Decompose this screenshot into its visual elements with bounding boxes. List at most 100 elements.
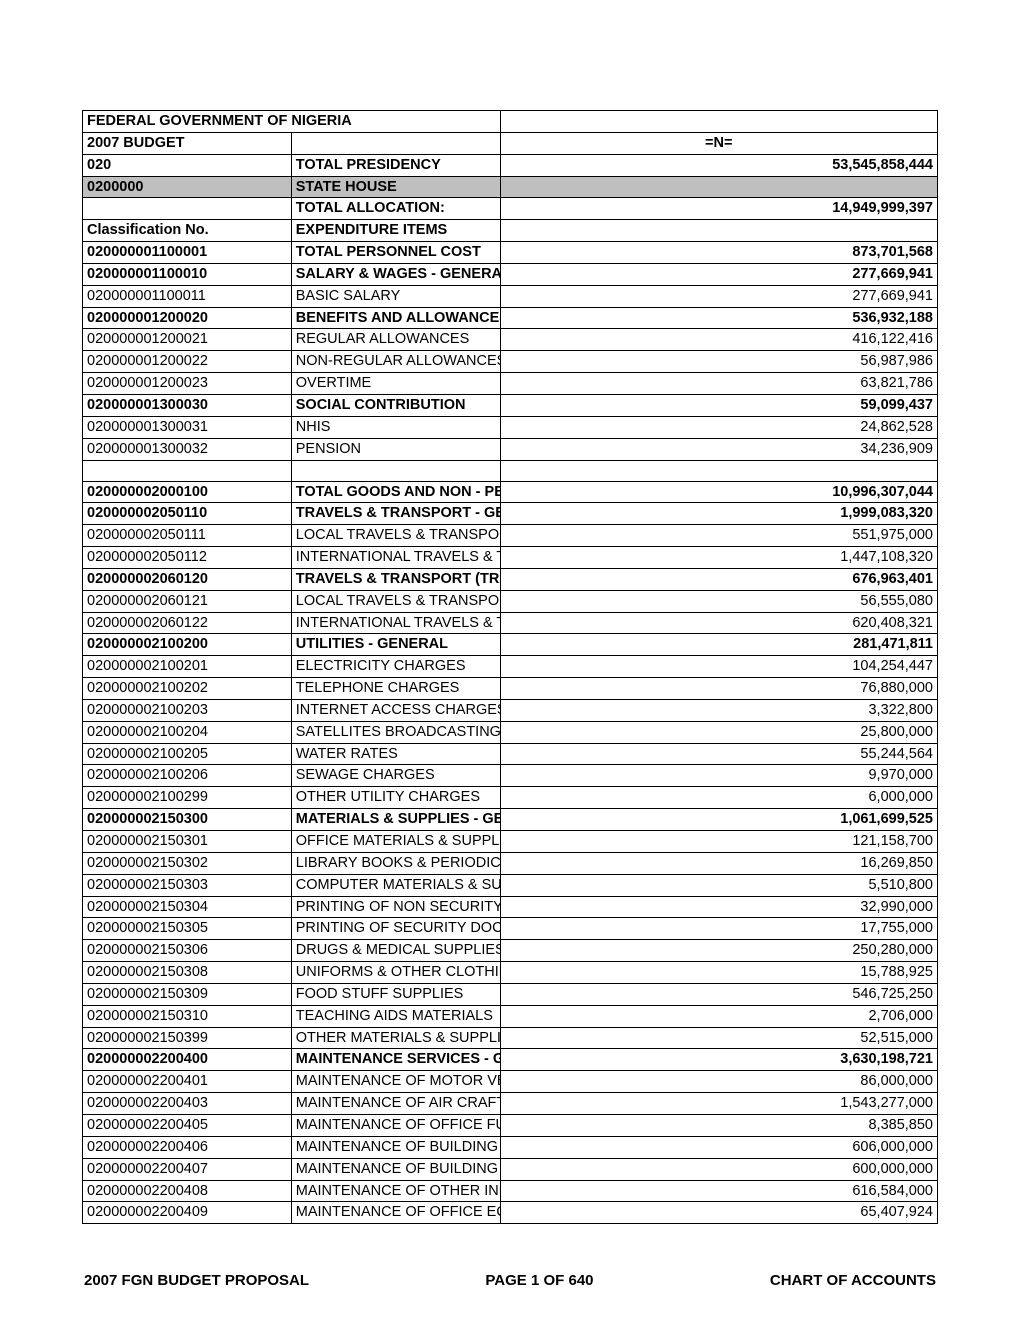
row-amount: 1,999,083,320: [500, 503, 937, 525]
row-code: 020000001100001: [83, 242, 292, 264]
row-desc: TOTAL ALLOCATION:: [291, 198, 500, 220]
row-amount: 25,800,000: [500, 721, 937, 743]
row-amount: 14,949,999,397: [500, 198, 937, 220]
table-row: 020000001200021REGULAR ALLOWANCES416,122…: [83, 329, 938, 351]
row-desc: BASIC SALARY: [291, 285, 500, 307]
footer-right: CHART OF ACCOUNTS: [770, 1272, 936, 1289]
row-code: 020000001100010: [83, 263, 292, 285]
row-desc: TOTAL GOODS AND NON - PERSONAL SERVICES …: [291, 481, 500, 503]
row-code: 020000002060121: [83, 590, 292, 612]
row-code: 020000001200023: [83, 373, 292, 395]
row-desc: INTERNATIONAL TRAVELS & TRANSPORT: [291, 612, 500, 634]
row-amount: 16,269,850: [500, 852, 937, 874]
row-desc: MAINTENANCE OF MOTOR VEHICLES: [291, 1071, 500, 1093]
table-row: 020000001100010SALARY & WAGES - GENERAL2…: [83, 263, 938, 285]
row-code: 020000002100201: [83, 656, 292, 678]
row-code: 020000002060120: [83, 568, 292, 590]
row-amount: 59,099,437: [500, 394, 937, 416]
table-row: 020000002100203INTERNET ACCESS CHARGES3,…: [83, 699, 938, 721]
table-row: 020000002100202TELEPHONE CHARGES76,880,0…: [83, 678, 938, 700]
table-row: 020000002200408MAINTENANCE OF OTHER INFR…: [83, 1180, 938, 1202]
row-code: 020000002100200: [83, 634, 292, 656]
row-amount: 76,880,000: [500, 678, 937, 700]
row-amount: 56,987,986: [500, 351, 937, 373]
row-desc: SOCIAL CONTRIBUTION: [291, 394, 500, 416]
row-code: 020000001300032: [83, 438, 292, 460]
table-row: 020000002200409MAINTENANCE OF OFFICE EQU…: [83, 1202, 938, 1224]
table-row: 020000002150308UNIFORMS & OTHER CLOTHING…: [83, 962, 938, 984]
table-row: 020000001100011BASIC SALARY277,669,941: [83, 285, 938, 307]
row-code: 020000002150300: [83, 809, 292, 831]
row-desc: OFFICE MATERIALS & SUPPLIES: [291, 831, 500, 853]
table-row: 020000002150310TEACHING AIDS MATERIALS2,…: [83, 1005, 938, 1027]
table-row: 020000002100201ELECTRICITY CHARGES104,25…: [83, 656, 938, 678]
table-row: 020000002060120TRAVELS & TRANSPORT (TRAI…: [83, 568, 938, 590]
row-desc: FOOD STUFF SUPPLIES: [291, 983, 500, 1005]
row-desc: WATER RATES: [291, 743, 500, 765]
footer-left: 2007 FGN BUDGET PROPOSAL: [84, 1272, 309, 1289]
row-desc: TRAVELS & TRANSPORT - GENERAL: [291, 503, 500, 525]
row-code: 020000002150305: [83, 918, 292, 940]
row-code: 020000001200021: [83, 329, 292, 351]
row-desc: MAINTENANCE OF BUILDING - RESIDENTIAL: [291, 1158, 500, 1180]
row-desc: TEACHING AIDS MATERIALS: [291, 1005, 500, 1027]
row-desc: INTERNET ACCESS CHARGES: [291, 699, 500, 721]
row-amount: 2,706,000: [500, 1005, 937, 1027]
row-amount: 606,000,000: [500, 1136, 937, 1158]
table-row: 020000002200401MAINTENANCE OF MOTOR VEHI…: [83, 1071, 938, 1093]
table-row: 020000001300031NHIS24,862,528: [83, 416, 938, 438]
row-amount: 56,555,080: [500, 590, 937, 612]
row-code: 020000002060122: [83, 612, 292, 634]
table-row: 020000002050110TRAVELS & TRANSPORT - GEN…: [83, 503, 938, 525]
row-amount: 281,471,811: [500, 634, 937, 656]
row-amount: 24,862,528: [500, 416, 937, 438]
table-row: 020000002100205WATER RATES55,244,564: [83, 743, 938, 765]
table-row: 020000002150304PRINTING OF NON SECURITY …: [83, 896, 938, 918]
table-row: 0200000STATE HOUSE: [83, 176, 938, 198]
row-amount: 34,236,909: [500, 438, 937, 460]
table-row: TOTAL ALLOCATION:14,949,999,397: [83, 198, 938, 220]
gov-title: FEDERAL GOVERNMENT OF NIGERIA: [83, 111, 501, 133]
row-amount: 873,701,568: [500, 242, 937, 264]
row-amount: 32,990,000: [500, 896, 937, 918]
row-desc: SALARY & WAGES - GENERAL: [291, 263, 500, 285]
table-row: 020000002150399OTHER MATERIALS & SUPPLIE…: [83, 1027, 938, 1049]
row-code: 020000002200403: [83, 1093, 292, 1115]
row-code: 020000001300031: [83, 416, 292, 438]
row-code: Classification No.: [83, 220, 292, 242]
row-amount: 277,669,941: [500, 285, 937, 307]
table-row: 020000002150309FOOD STUFF SUPPLIES546,72…: [83, 983, 938, 1005]
table-row: 020000002150302LIBRARY BOOKS & PERIODICA…: [83, 852, 938, 874]
table-row: 020000001200020BENEFITS AND ALLOWANCES -…: [83, 307, 938, 329]
table-row: 020000002100200UTILITIES - GENERAL281,47…: [83, 634, 938, 656]
row-amount: 3,322,800: [500, 699, 937, 721]
row-desc: LOCAL TRAVELS & TRANSPORT: [291, 590, 500, 612]
row-desc: ELECTRICITY CHARGES: [291, 656, 500, 678]
row-desc: TOTAL PRESIDENCY: [291, 154, 500, 176]
row-code: 020000002000100: [83, 481, 292, 503]
row-desc: OTHER MATERIALS & SUPPLIES: [291, 1027, 500, 1049]
table-row: 020000002150305PRINTING OF SECURITY DOCU…: [83, 918, 938, 940]
row-desc: NHIS: [291, 416, 500, 438]
table-row: 020000002050111LOCAL TRAVELS & TRANSPORT…: [83, 525, 938, 547]
row-code: 020000002200400: [83, 1049, 292, 1071]
table-row: 020000001300030SOCIAL CONTRIBUTION59,099…: [83, 394, 938, 416]
row-desc: NON-REGULAR ALLOWANCES: [291, 351, 500, 373]
table-row: 020000002060121LOCAL TRAVELS & TRANSPORT…: [83, 590, 938, 612]
row-code: 020000002150306: [83, 940, 292, 962]
table-row: 020000002100299OTHER UTILITY CHARGES6,00…: [83, 787, 938, 809]
row-amount: 10,996,307,044: [500, 481, 937, 503]
row-code: 020000002150302: [83, 852, 292, 874]
row-code: 020000002200405: [83, 1114, 292, 1136]
table-row: 020000002150306DRUGS & MEDICAL SUPPLIES2…: [83, 940, 938, 962]
row-amount: 546,725,250: [500, 983, 937, 1005]
row-code: 020000001100011: [83, 285, 292, 307]
row-amount: 15,788,925: [500, 962, 937, 984]
row-code: 020000002100205: [83, 743, 292, 765]
table-row: 020000002200406MAINTENANCE OF BUILDING -…: [83, 1136, 938, 1158]
row-desc: PRINTING OF NON SECURITY DOCUMENTS: [291, 896, 500, 918]
row-amount: 5,510,800: [500, 874, 937, 896]
row-amount: 676,963,401: [500, 568, 937, 590]
table-row: 020000002200403MAINTENANCE OF AIR CRAFTS…: [83, 1093, 938, 1115]
row-desc: UNIFORMS & OTHER CLOTHING: [291, 962, 500, 984]
